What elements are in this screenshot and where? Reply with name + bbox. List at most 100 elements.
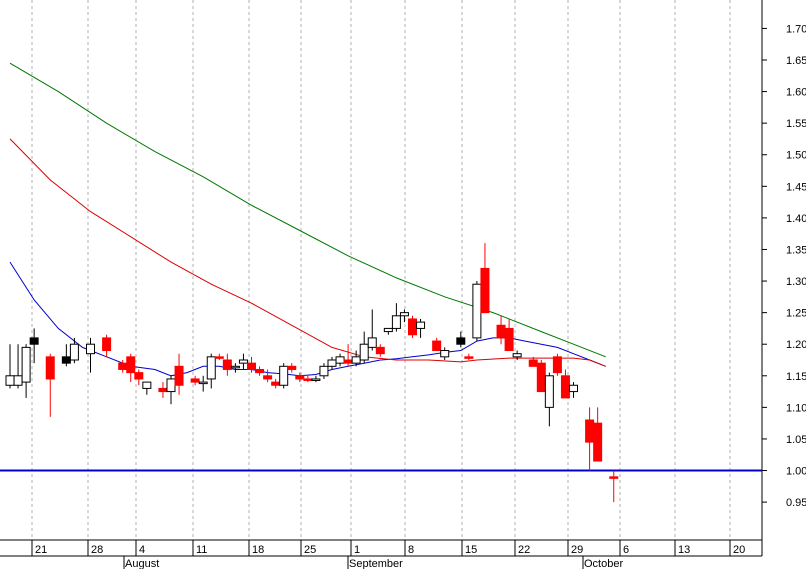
x-tick-label: 29 [571,544,583,556]
candle-body [593,422,603,462]
candle-body [29,337,39,345]
candle-body [190,378,200,383]
candle-body [279,365,289,386]
candle-body [456,337,466,345]
candle-body [13,375,23,386]
x-tick-label: 13 [678,544,690,556]
candle-body [118,362,128,370]
candle-body [198,381,208,385]
x-tick-label: 25 [304,544,316,556]
candle-body [383,327,393,333]
candle-body [391,315,401,329]
candle-body [255,368,265,374]
y-tick-label: 1.15 [786,371,806,383]
candle-body [375,346,385,355]
candle-body [69,343,79,361]
month-label: August [125,558,159,569]
x-tick-label: 15 [465,544,477,556]
candle-body [464,356,474,359]
y-tick-label: 1.40 [786,213,806,225]
month-label: September [349,558,403,569]
candle-body [440,350,450,358]
y-tick-label: 1.60 [786,87,806,99]
y-tick-label: 1.20 [786,339,806,351]
candle-body [408,318,417,336]
candle-body [206,356,216,380]
y-tick-label: 1.05 [786,434,806,446]
candle-body [247,362,256,370]
y-tick-label: 1.70 [786,23,806,35]
y-tick-label: 1.30 [786,276,806,288]
candle-body [335,356,345,364]
y-tick-label: 1.35 [786,244,806,256]
candle-body [214,356,224,359]
candle-body [343,359,353,364]
candle-body [45,356,55,380]
candle-body [271,381,281,386]
candle-body [303,378,313,381]
candle-body [287,365,297,370]
candle-body [560,375,570,399]
candle-body [544,375,554,408]
candle-body [21,346,31,383]
ma-short-line [9,261,606,377]
candle-body [311,378,321,381]
candle-body [230,365,240,369]
x-tick-label: 20 [733,544,745,556]
x-tick-label: 28 [91,544,103,556]
candle-body [327,359,337,367]
candle-body [238,359,248,364]
candle-body [351,356,361,364]
candle-body [222,359,232,370]
y-tick-label: 1.55 [786,118,806,130]
x-tick-label: 18 [252,544,264,556]
candle-body [416,321,426,329]
y-tick-label: 1.00 [786,466,806,478]
y-tick-label: 1.50 [786,150,806,162]
candle-body [166,378,176,393]
candle-body [512,353,522,358]
candle-body [480,267,490,314]
x-tick-label: 1 [354,544,360,556]
y-tick-label: 0.95 [786,497,806,509]
candle-body [504,327,514,352]
candle-body [359,343,369,361]
x-tick-label: 22 [518,544,530,556]
x-tick-label: 11 [196,544,207,556]
x-tick-label: 6 [623,544,629,556]
candle-body [585,419,595,443]
month-label: October [584,558,623,569]
candle-body [569,384,578,393]
candle-body [5,375,15,386]
candle-body [609,476,619,479]
x-tick-label: 4 [139,544,145,556]
candle-body [142,381,152,389]
candle-body [126,356,136,374]
candle-body [134,372,144,380]
candle-body [367,337,377,348]
candle-body [174,365,184,386]
y-tick-label: 1.25 [786,308,806,320]
y-tick-label: 1.45 [786,181,806,193]
candle-body [295,375,305,380]
candle-body [102,337,112,352]
y-tick-label: 1.65 [786,55,806,67]
candle-body [319,365,329,377]
x-tick-label: 8 [408,544,414,556]
candle-body [432,340,442,352]
x-tick-label: 21 [35,544,47,556]
candle-body [86,343,95,355]
candle-body [536,362,546,393]
y-tick-label: 1.10 [786,402,806,414]
candle-body [158,387,168,393]
candle-body [496,324,506,339]
candle-body [552,356,562,374]
candle-body [472,283,482,339]
candle-body [528,359,538,367]
candle-body [263,375,273,380]
candle-body [399,312,409,317]
ma-long-line [9,62,606,358]
